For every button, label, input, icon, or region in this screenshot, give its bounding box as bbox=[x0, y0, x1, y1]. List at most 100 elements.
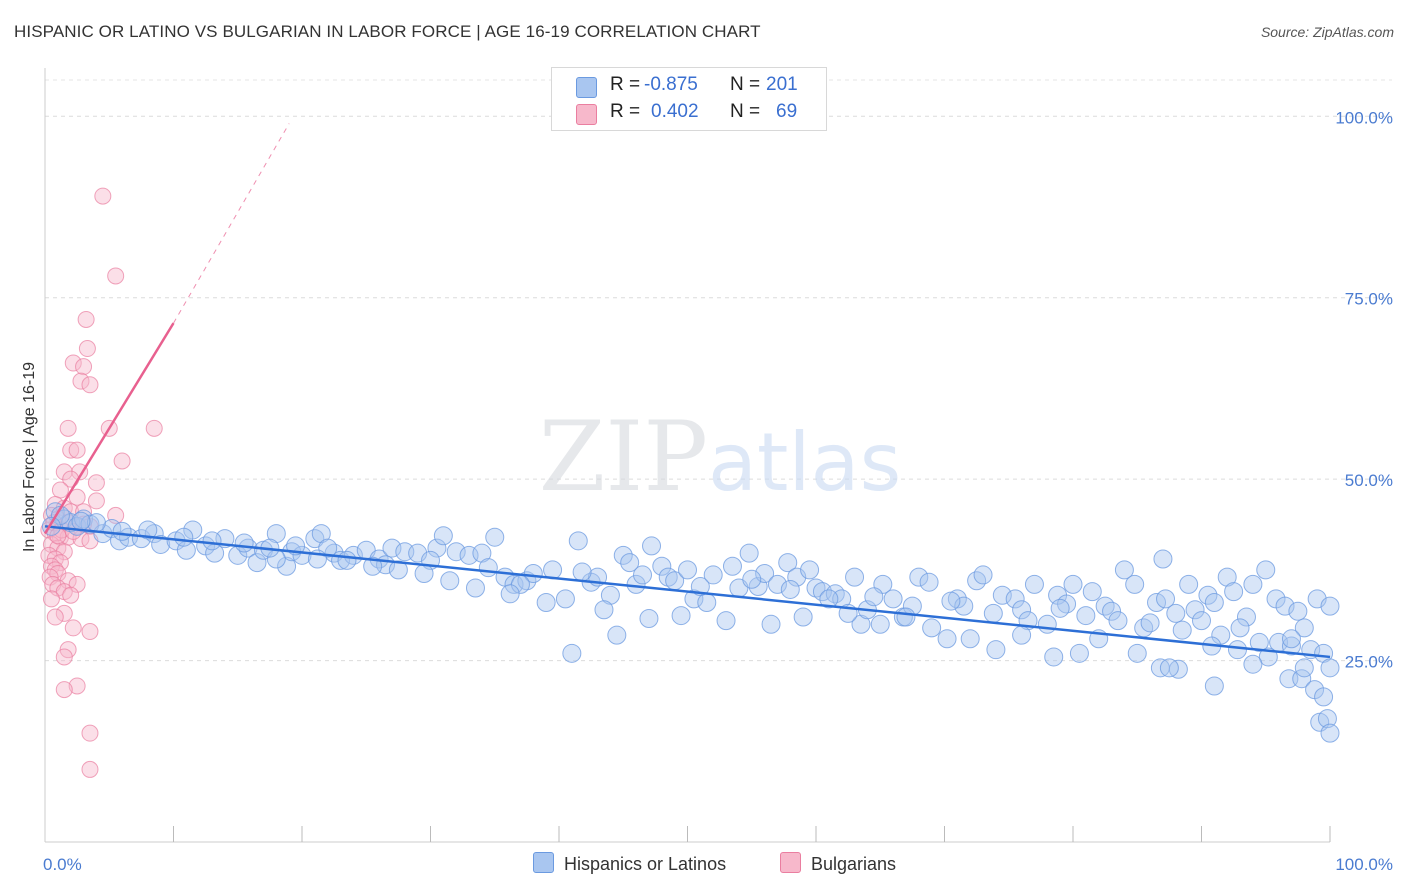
hispanic-point bbox=[851, 614, 871, 634]
hispanic-point bbox=[174, 527, 194, 547]
bulgarian-point bbox=[55, 648, 73, 666]
hispanic-point bbox=[992, 585, 1012, 605]
hispanic-point bbox=[1204, 593, 1224, 613]
hispanic-point bbox=[716, 611, 736, 631]
hispanic-point bbox=[684, 589, 704, 609]
hispanic-point bbox=[151, 534, 171, 554]
bulgarian-point bbox=[68, 488, 86, 506]
hispanic-point bbox=[1156, 589, 1176, 609]
hispanic-point bbox=[1108, 611, 1128, 631]
legend-swatch-blue bbox=[576, 77, 597, 98]
hispanic-point bbox=[1230, 618, 1250, 638]
bulgarian-point bbox=[55, 681, 73, 699]
hispanic-point bbox=[1249, 632, 1269, 652]
hispanic-point bbox=[61, 513, 81, 533]
hispanic-point bbox=[778, 553, 798, 573]
watermark: ZIPatlas bbox=[539, 401, 902, 513]
hispanic-point bbox=[703, 565, 723, 585]
hispanic-point bbox=[697, 593, 717, 613]
bulgarian-point bbox=[81, 376, 99, 394]
hispanic-point bbox=[1037, 614, 1057, 634]
hispanic-point bbox=[722, 556, 742, 576]
hispanic-point bbox=[613, 545, 633, 565]
bulgarian-point bbox=[75, 358, 93, 376]
hispanic-point bbox=[639, 608, 659, 628]
hispanic-point bbox=[607, 625, 627, 645]
hispanic-point bbox=[1320, 596, 1340, 616]
hispanic-point bbox=[620, 553, 640, 573]
hispanic-point bbox=[1159, 658, 1179, 678]
hispanic-point bbox=[1243, 654, 1263, 674]
hispanic-point bbox=[1281, 629, 1301, 649]
hispanic-point bbox=[1281, 636, 1301, 656]
hispanic-point bbox=[883, 589, 903, 609]
hispanic-point bbox=[1153, 549, 1173, 569]
bulgarian-point bbox=[113, 452, 131, 470]
bulgarian-point bbox=[62, 586, 80, 604]
bulgarian-point bbox=[81, 623, 99, 641]
hispanic-point bbox=[1069, 643, 1089, 663]
hispanic-point bbox=[363, 556, 383, 576]
bulgarians-trend-line bbox=[43, 322, 175, 535]
hispanic-point bbox=[642, 536, 662, 556]
hispanic-point bbox=[761, 614, 781, 634]
hispanic-point bbox=[909, 567, 929, 587]
bulgarian-point bbox=[59, 419, 77, 437]
hispanic-point bbox=[819, 589, 839, 609]
hispanic-point bbox=[742, 569, 762, 589]
y-axis-label: In Labor Force | Age 16-19 bbox=[21, 362, 38, 552]
bottom-swatch-blue bbox=[533, 852, 554, 873]
y-tick-label: 25.0% bbox=[1345, 653, 1393, 672]
y-tick-label: 100.0% bbox=[1335, 108, 1393, 127]
hispanic-point bbox=[780, 579, 800, 599]
hispanic-point bbox=[690, 577, 710, 597]
hispanic-point bbox=[572, 562, 592, 582]
bulgarian-point bbox=[81, 760, 99, 778]
hispanic-point bbox=[652, 556, 672, 576]
hispanic-point bbox=[1314, 687, 1334, 707]
bulgarian-point bbox=[42, 590, 60, 608]
hispanic-point bbox=[446, 542, 466, 562]
hispanic-point bbox=[983, 603, 1003, 623]
bulgarian-point bbox=[87, 474, 105, 492]
bulgarian-point bbox=[107, 267, 125, 285]
hispanic-point bbox=[1140, 613, 1160, 633]
hispanic-point bbox=[1166, 603, 1186, 623]
bulgarian-point bbox=[55, 604, 73, 622]
hispanic-point bbox=[1179, 574, 1199, 594]
hispanic-point bbox=[427, 538, 447, 558]
hispanic-point bbox=[523, 563, 543, 583]
x-tick-label: 100.0% bbox=[1335, 855, 1393, 874]
hispanic-point bbox=[1125, 574, 1145, 594]
hispanic-point bbox=[277, 556, 297, 576]
bulgarian-point bbox=[78, 340, 96, 358]
hispanic-point bbox=[1224, 582, 1244, 602]
hispanic-point bbox=[311, 524, 331, 544]
hispanic-point bbox=[1127, 643, 1147, 663]
hispanic-point bbox=[793, 607, 813, 627]
hispanic-point bbox=[382, 538, 402, 558]
x-tick-label: 0.0% bbox=[43, 855, 82, 874]
legend-row-bulgarians: R = 0.402 N = 69 bbox=[552, 101, 826, 127]
hispanic-point bbox=[896, 607, 916, 627]
hispanic-point bbox=[973, 565, 993, 585]
hispanics-points bbox=[41, 502, 1340, 743]
hispanic-point bbox=[440, 571, 460, 591]
hispanic-point bbox=[739, 543, 759, 563]
hispanic-point bbox=[1063, 574, 1083, 594]
hispanic-point bbox=[1082, 582, 1102, 602]
bulgarian-point bbox=[64, 619, 82, 637]
hispanic-point bbox=[1288, 601, 1308, 621]
hispanic-point bbox=[74, 509, 94, 529]
hispanic-point bbox=[1192, 611, 1211, 631]
hispanic-point bbox=[1256, 560, 1276, 580]
hispanic-point bbox=[1095, 596, 1115, 616]
hispanic-point bbox=[937, 629, 957, 649]
legend-r-label: R = bbox=[610, 101, 641, 122]
hispanic-point bbox=[1102, 601, 1122, 621]
hispanic-point bbox=[941, 591, 961, 611]
hispanic-point bbox=[1227, 640, 1247, 660]
bottom-legend-hispanics: Hispanics or Latinos bbox=[533, 852, 726, 876]
hispanic-point bbox=[1292, 669, 1312, 689]
